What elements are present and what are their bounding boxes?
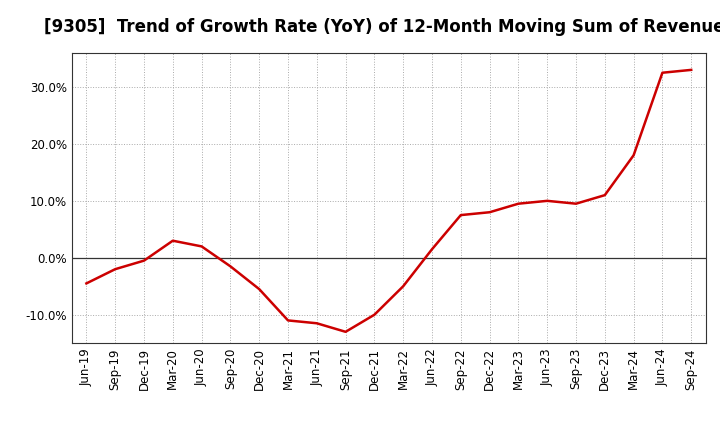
Text: [9305]  Trend of Growth Rate (YoY) of 12-Month Moving Sum of Revenues: [9305] Trend of Growth Rate (YoY) of 12-… <box>44 18 720 36</box>
